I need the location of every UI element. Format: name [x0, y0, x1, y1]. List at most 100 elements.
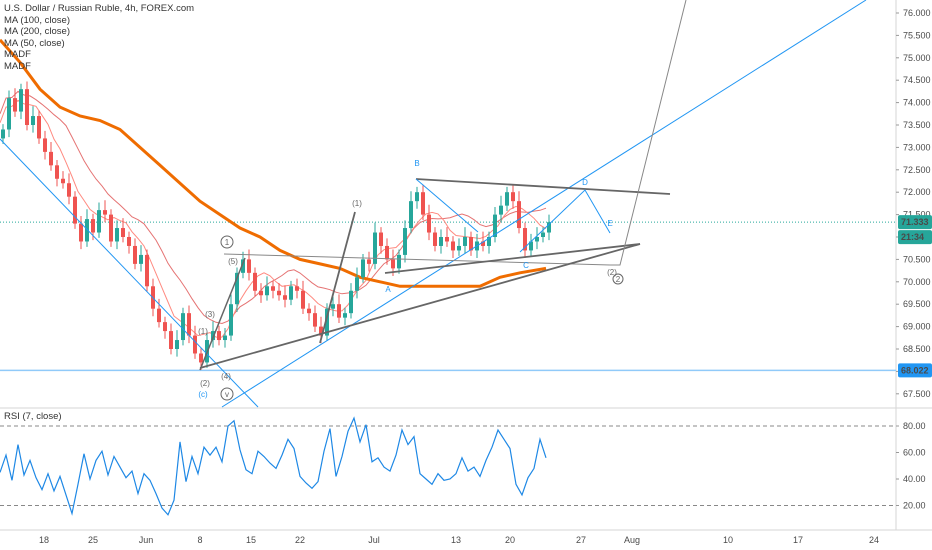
candle-body [535, 237, 539, 242]
x-tick-label: 10 [723, 535, 733, 545]
y-tick-label: 74.000 [903, 98, 931, 108]
candle-body [79, 223, 83, 242]
candle-body [253, 272, 257, 291]
candle-body [403, 228, 407, 255]
wave-label-1-small: (1) [198, 327, 208, 336]
y-tick-label: 69.000 [903, 322, 931, 332]
y-tick-label: 74.500 [903, 75, 931, 85]
rsi-tick-label: 40.00 [903, 474, 926, 484]
candle-body [193, 335, 197, 354]
candle-body [55, 165, 59, 179]
wave-circle-2 [612, 273, 624, 285]
wave-label-c-big: (c) [198, 390, 208, 399]
candle-body [517, 201, 521, 229]
candle-body [409, 201, 413, 229]
candle-body [445, 237, 449, 242]
x-tick-label: 25 [88, 535, 98, 545]
rsi-tick-label: 20.00 [903, 501, 926, 511]
candle-body [43, 138, 47, 152]
y-tick-label: 72.000 [903, 187, 931, 197]
x-tick-label: 17 [793, 535, 803, 545]
y-tick-label: 71.500 [903, 210, 931, 220]
candle-body [115, 228, 119, 242]
wave-label-3: (3) [205, 310, 215, 319]
x-tick-label: 8 [197, 535, 202, 545]
candle-body [325, 308, 329, 336]
candle-body [283, 295, 287, 300]
wave-label-e: E [607, 219, 612, 228]
legend-madf-2: MADF [4, 60, 31, 72]
wave-circle-v [220, 387, 234, 401]
candle-body [481, 241, 485, 246]
candle-body [187, 313, 191, 336]
rsi-tick-label: 80.00 [903, 421, 926, 431]
wave-label-2-right: (2) [607, 268, 617, 277]
candle-body [109, 214, 113, 242]
candle-body [379, 232, 383, 246]
candle-body [331, 304, 335, 309]
candle-body [361, 259, 365, 278]
candle-body [529, 241, 533, 251]
up-channel-line [221, 0, 867, 408]
last-price-badge-box [898, 215, 932, 230]
ma50-line [0, 99, 547, 338]
legend-ma50: MA (50, close) [4, 37, 65, 49]
candle-body [385, 245, 389, 260]
y-tick-label: 73.500 [903, 120, 931, 130]
candle-body [265, 286, 269, 296]
candle-body [349, 290, 353, 314]
x-tick-label: 18 [39, 535, 49, 545]
candle-body [355, 277, 359, 291]
candle-body [295, 286, 299, 291]
wave-label-d: D [582, 178, 588, 187]
x-tick-label: 22 [295, 535, 305, 545]
candle-body [175, 340, 179, 349]
chart-legend: U.S. Dollar / Russian Ruble, 4h, FOREX.c… [4, 3, 194, 72]
candle-body [127, 237, 131, 246]
candle-body [487, 237, 491, 246]
y-tick-label: 67.500 [903, 389, 931, 399]
wave-1-line [199, 257, 246, 371]
candle-body [451, 241, 455, 251]
candle-body [247, 259, 251, 273]
candle-body [271, 286, 275, 291]
wave-impulse-line [319, 211, 356, 344]
legend-ma100: MA (100, close) [4, 14, 70, 26]
x-tick-label: 24 [869, 535, 879, 545]
candle-body [199, 353, 203, 363]
candle-body [301, 290, 305, 309]
countdown-badge: 21:34 [901, 232, 924, 242]
candle-body [163, 322, 167, 332]
lower-trendline [199, 243, 641, 369]
x-tick-label: 13 [451, 535, 461, 545]
ma200-line [0, 38, 547, 288]
candle-body [25, 89, 29, 125]
candle-body [7, 98, 11, 130]
candle-body [319, 326, 323, 336]
legend-title: U.S. Dollar / Russian Ruble, 4h, FOREX.c… [4, 3, 195, 14]
candle-body [241, 259, 245, 273]
y-tick-label: 73.000 [903, 142, 931, 152]
candle-body [415, 192, 419, 202]
candle-body [67, 183, 71, 197]
y-tick-label: 72.500 [903, 165, 931, 175]
candle-body [505, 192, 509, 206]
candle-body [427, 214, 431, 233]
y-tick-label: 75.000 [903, 53, 931, 63]
candle-body [367, 259, 371, 264]
wave-circle-1 [220, 235, 234, 249]
candle-body [259, 290, 263, 296]
rsi-tick-label: 60.00 [903, 448, 926, 458]
triangle-upper-line [415, 178, 671, 195]
candle-body [313, 313, 317, 327]
candle-body [307, 308, 311, 314]
candle-body [73, 196, 77, 224]
candle-body [277, 290, 281, 296]
wave-d-e-projection [519, 189, 611, 253]
rsi-label: RSI (7, close) [4, 411, 62, 422]
candle-body [91, 219, 95, 233]
candle-body [97, 210, 101, 233]
x-tick-label: Jul [368, 535, 380, 545]
